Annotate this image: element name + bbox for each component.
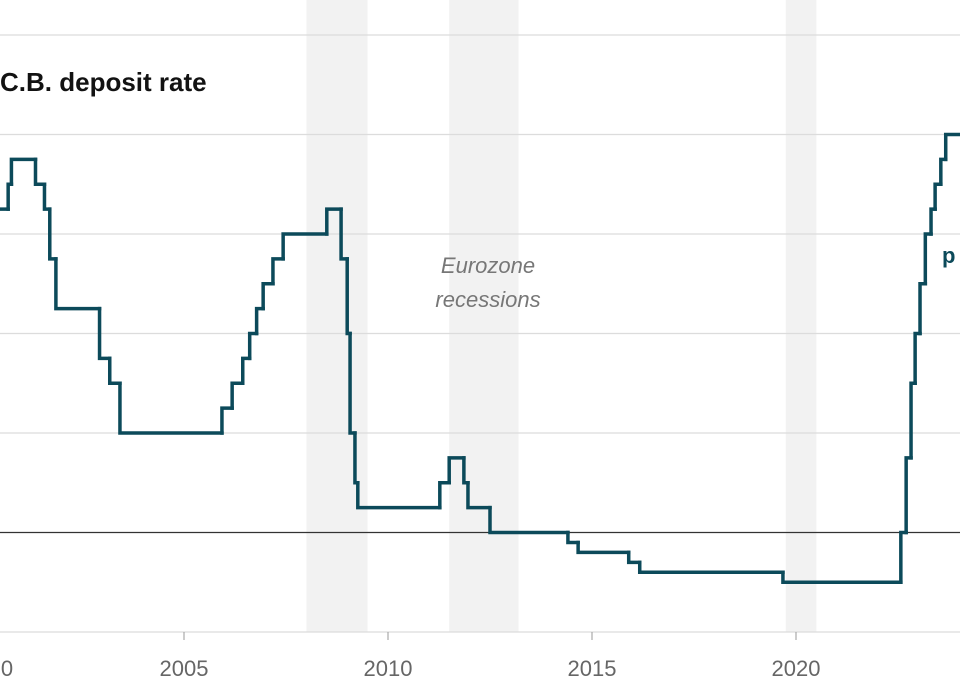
rate-step bbox=[637, 560, 785, 575]
chart-title: C.B. deposit rate bbox=[0, 67, 207, 97]
x-tick-label: 0 bbox=[1, 656, 13, 681]
rate-step bbox=[42, 182, 52, 211]
rate-step bbox=[230, 381, 245, 410]
rate-step bbox=[247, 331, 259, 361]
recession-band bbox=[449, 0, 519, 632]
rate-step bbox=[909, 381, 917, 460]
x-tick-label: 2010 bbox=[364, 656, 413, 681]
x-tick-label: 2015 bbox=[568, 656, 617, 681]
rate-step bbox=[261, 282, 275, 311]
rate-step bbox=[97, 306, 112, 361]
rate-step bbox=[466, 481, 492, 510]
rate-step bbox=[904, 456, 913, 535]
rate-step bbox=[923, 232, 933, 286]
rate-step bbox=[54, 257, 102, 311]
rate-step bbox=[254, 306, 265, 336]
rate-step bbox=[899, 530, 908, 584]
rate-step bbox=[241, 356, 252, 385]
rate-step bbox=[6, 182, 14, 211]
rate-step bbox=[438, 481, 451, 510]
annotation: recessions bbox=[435, 287, 540, 312]
rate-step bbox=[447, 456, 466, 485]
background-layer bbox=[306, 0, 817, 632]
rate-step bbox=[48, 207, 58, 261]
rate-step bbox=[118, 381, 224, 435]
rate-step bbox=[33, 157, 47, 186]
rate-step bbox=[929, 207, 937, 236]
rate-step bbox=[943, 132, 960, 162]
rate-step bbox=[325, 207, 343, 236]
recession-band bbox=[306, 0, 368, 632]
rate-step bbox=[339, 207, 349, 261]
rate-step bbox=[281, 232, 329, 261]
rate-step bbox=[576, 540, 631, 555]
end-label: p bbox=[942, 243, 955, 268]
rate-step bbox=[939, 157, 948, 186]
rate-step bbox=[913, 331, 922, 385]
rate-step bbox=[107, 356, 122, 385]
rate-step bbox=[566, 530, 580, 545]
rate-step bbox=[356, 481, 442, 510]
rate-step bbox=[918, 282, 928, 336]
rate-step bbox=[626, 550, 642, 565]
x-tick-label: 2020 bbox=[772, 656, 821, 681]
rate-step bbox=[9, 157, 38, 186]
annotation: Eurozone bbox=[441, 253, 535, 278]
rate-step bbox=[271, 257, 285, 286]
x-tick-label: 2005 bbox=[160, 656, 209, 681]
rate-step bbox=[220, 406, 234, 435]
recession-band bbox=[785, 0, 817, 632]
rate-step bbox=[781, 570, 903, 584]
rate-step bbox=[488, 505, 570, 535]
rate-step bbox=[933, 182, 943, 211]
